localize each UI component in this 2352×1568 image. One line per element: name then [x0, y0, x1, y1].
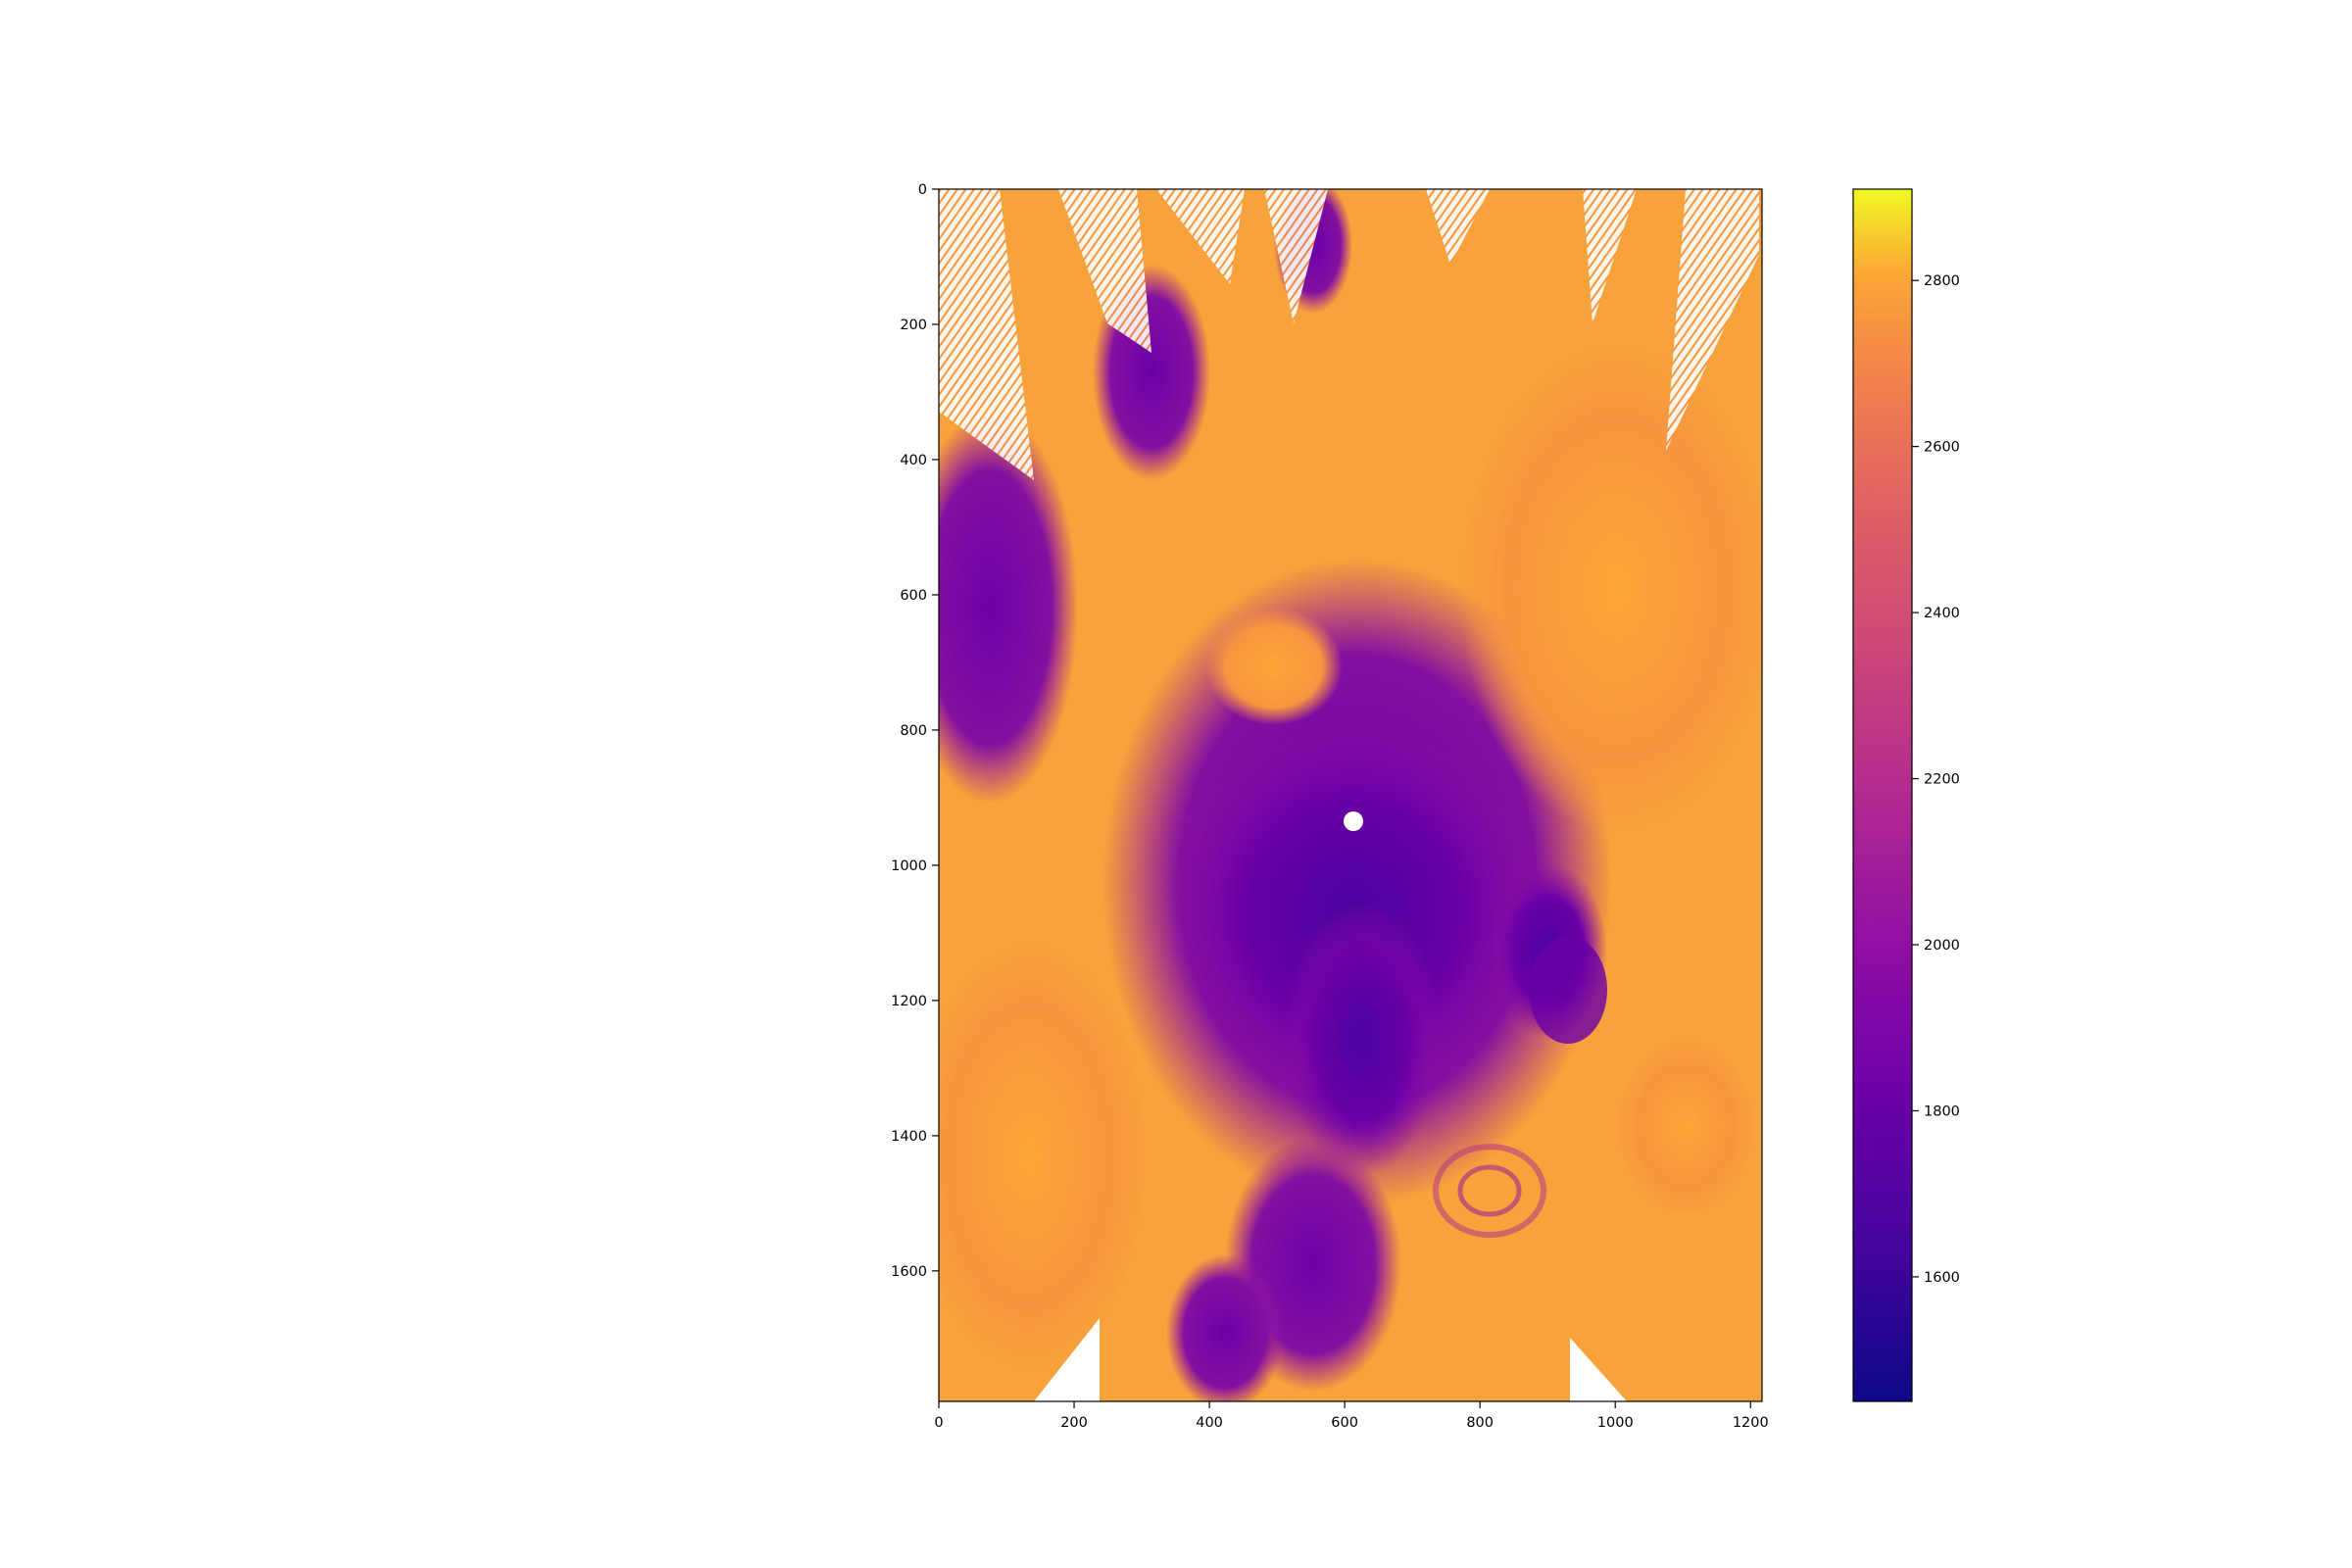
colorbar-tick-label-4: 2400 — [1924, 606, 1960, 621]
y-tick-label-0: 0 — [918, 182, 927, 198]
colorbar-tick-label-5: 2600 — [1924, 440, 1960, 456]
y-tick-label-4: 800 — [900, 723, 927, 739]
heatmap-image — [939, 189, 1762, 1401]
x-tick-label-3: 600 — [1331, 1415, 1358, 1431]
x-tick-label-5: 1000 — [1597, 1415, 1634, 1431]
colorbar-tick-label-6: 2800 — [1924, 273, 1960, 289]
colorbar-tick-label-1: 1800 — [1924, 1103, 1960, 1119]
y-axis: 0 200 400 600 800 1000 1200 1400 1600 — [891, 182, 939, 1280]
y-tick-label-6: 1200 — [891, 994, 927, 1009]
y-tick-label-3: 600 — [900, 588, 927, 604]
colorbar-tick-label-2: 2000 — [1924, 938, 1960, 954]
x-tick-label-6: 1200 — [1733, 1415, 1769, 1431]
y-tick-label-1: 200 — [900, 318, 927, 333]
colorbar-tick-label-3: 2200 — [1924, 772, 1960, 788]
colorbar — [1852, 188, 1913, 1402]
y-tick-label-2: 400 — [900, 453, 927, 468]
y-tick-label-8: 1600 — [891, 1264, 927, 1280]
x-tick-label-2: 400 — [1196, 1415, 1223, 1431]
x-tick-label-0: 0 — [934, 1415, 943, 1431]
x-tick-label-1: 200 — [1060, 1415, 1088, 1431]
x-axis: 0 200 400 600 800 1000 1200 — [934, 1401, 1769, 1431]
y-tick-label-7: 1400 — [891, 1129, 927, 1145]
y-tick-label-5: 1000 — [891, 858, 927, 874]
colorbar-tick-label-0: 1600 — [1924, 1270, 1960, 1286]
plot-frame — [938, 188, 1763, 1402]
colorbar-axis: 1600 1800 2000 2200 2400 2600 2800 — [1912, 273, 1960, 1286]
x-tick-label-4: 800 — [1466, 1415, 1494, 1431]
